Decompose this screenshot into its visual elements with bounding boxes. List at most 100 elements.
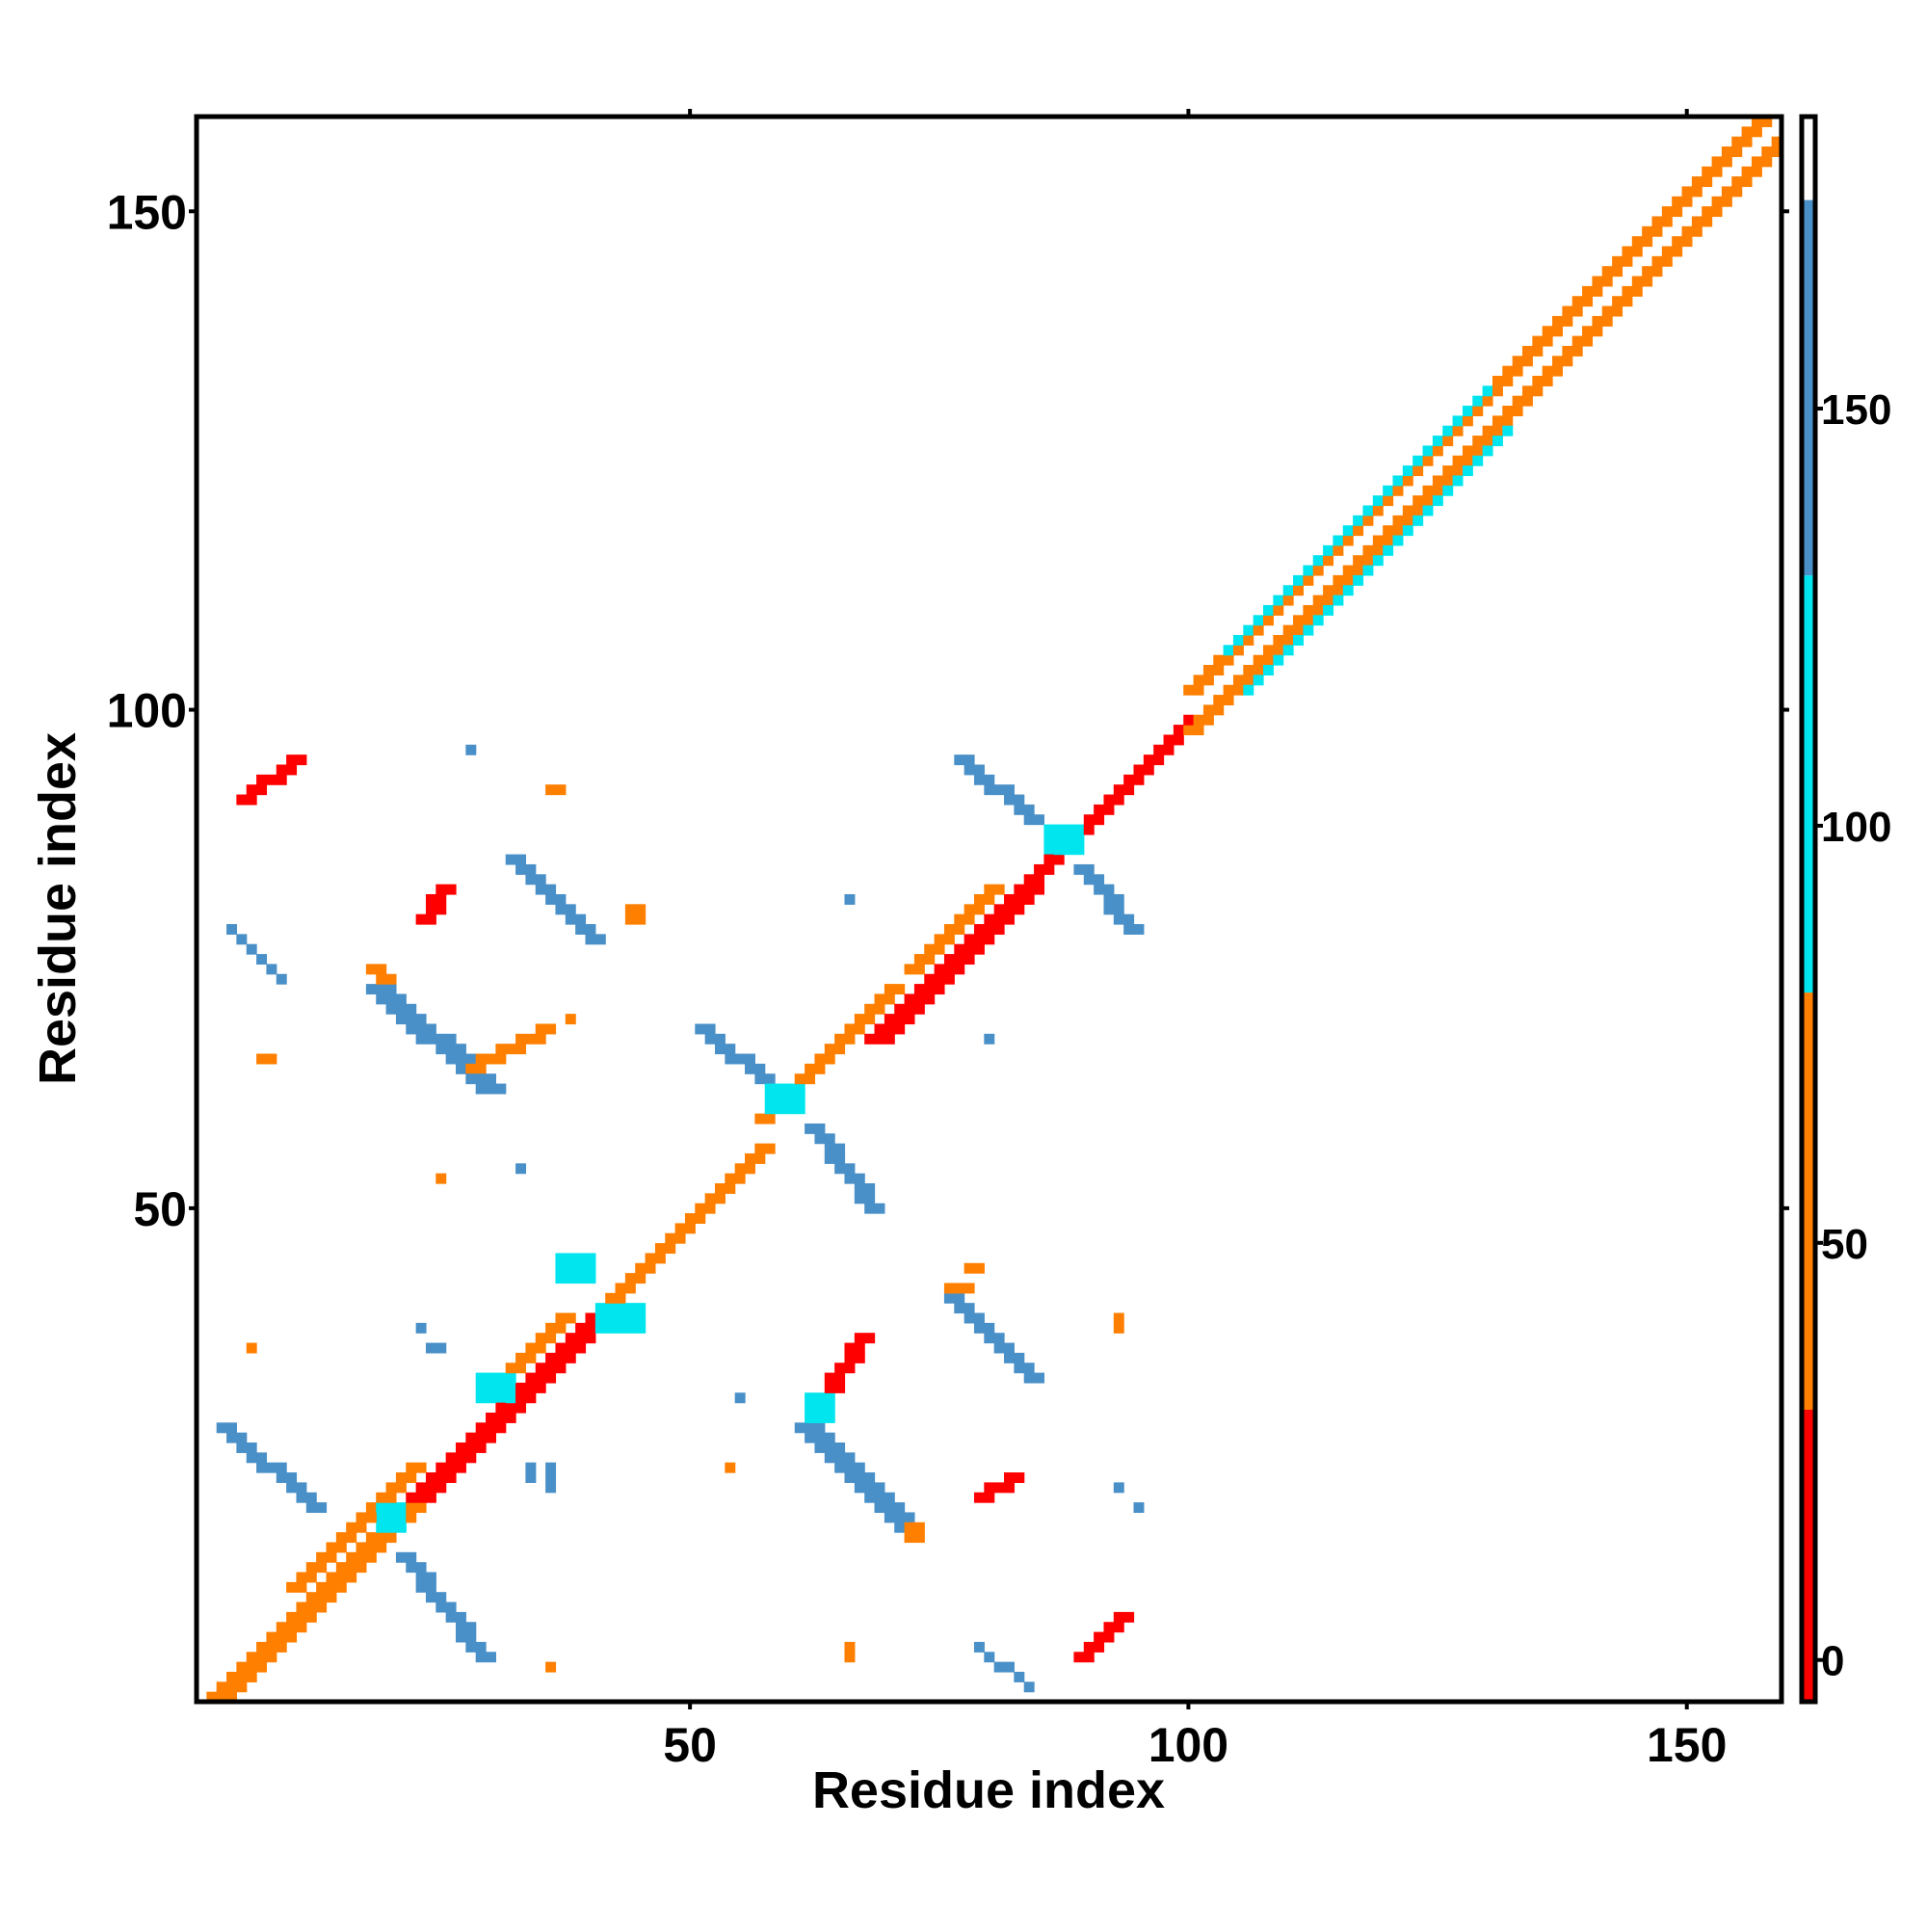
heatmap-cell xyxy=(1293,585,1304,596)
heatmap-cell xyxy=(1672,236,1683,248)
heatmap-cell xyxy=(1073,1652,1085,1663)
heatmap-cell xyxy=(455,1053,466,1065)
heatmap-cell xyxy=(993,913,1005,925)
heatmap-cell xyxy=(1073,863,1085,875)
heatmap-cell xyxy=(1023,1681,1035,1693)
x-axis-title: Residue index xyxy=(812,1761,1165,1819)
heatmap-cell xyxy=(486,1073,496,1085)
heatmap-cell xyxy=(1282,585,1294,596)
heatmap-cell xyxy=(1163,734,1175,746)
heatmap-cell xyxy=(864,1183,876,1194)
heatmap-cell xyxy=(1034,814,1045,826)
heatmap-cell xyxy=(1103,804,1115,815)
heatmap-cell xyxy=(515,1363,527,1374)
heatmap-cell xyxy=(635,1312,647,1324)
heatmap-cell xyxy=(1253,624,1264,636)
heatmap-cell xyxy=(246,784,257,796)
heatmap-cell xyxy=(993,904,1005,915)
heatmap-cell xyxy=(1412,505,1424,516)
heatmap-cell xyxy=(973,943,985,955)
heatmap-cell xyxy=(635,913,647,925)
heatmap-cell xyxy=(406,1462,417,1473)
heatmap-cell xyxy=(515,1033,527,1045)
heatmap-cell xyxy=(1482,395,1493,407)
heatmap-cell xyxy=(1592,276,1603,287)
heatmap-cell xyxy=(1263,665,1274,675)
heatmap-cell xyxy=(1223,645,1234,656)
heatmap-cell xyxy=(754,1113,766,1125)
heatmap-cell xyxy=(1432,485,1443,496)
heatmap-cell xyxy=(1372,495,1384,507)
heatmap-cell xyxy=(1612,305,1623,317)
heatmap-cell xyxy=(1472,455,1484,466)
heatmap-cell xyxy=(934,984,945,995)
heatmap-cell xyxy=(943,1292,955,1304)
heatmap-cell xyxy=(984,1482,995,1494)
heatmap-cell xyxy=(1004,913,1015,925)
heatmap-cell xyxy=(1702,206,1713,218)
heatmap-cell xyxy=(1014,1671,1025,1682)
heatmap-cell xyxy=(645,1253,656,1264)
heatmap-cell xyxy=(425,1472,436,1483)
heatmap-cell xyxy=(425,1572,436,1583)
heatmap-cell xyxy=(725,1044,736,1055)
heatmap-cell xyxy=(276,1472,287,1483)
heatmap-cell xyxy=(993,924,1005,935)
heatmap-cell xyxy=(515,854,527,865)
heatmap-cell xyxy=(615,1312,626,1324)
x-tick-label: 100 xyxy=(1148,1718,1228,1772)
heatmap-cell xyxy=(365,1512,377,1523)
colorbar-band xyxy=(1802,117,1815,200)
colorbar-band xyxy=(1802,1409,1815,1702)
heatmap-cell xyxy=(973,934,985,945)
heatmap-cell xyxy=(236,1671,248,1682)
heatmap-cell xyxy=(1571,296,1583,307)
heatmap-cell xyxy=(834,1163,846,1175)
heatmap-cell xyxy=(894,1003,906,1015)
heatmap-cell xyxy=(884,1502,895,1514)
heatmap-cell xyxy=(1402,505,1413,516)
heatmap-cell xyxy=(1282,595,1294,606)
heatmap-cell xyxy=(964,934,975,945)
heatmap-cell xyxy=(1412,495,1424,507)
heatmap-cell xyxy=(1243,665,1254,675)
heatmap-cell xyxy=(1113,1622,1124,1633)
heatmap-cell xyxy=(605,1312,617,1324)
heatmap-cell xyxy=(356,1542,367,1553)
heatmap-cell xyxy=(784,1083,796,1095)
heatmap-cell xyxy=(1323,544,1334,556)
heatmap-cell xyxy=(635,1273,647,1284)
heatmap-cell xyxy=(954,943,965,955)
heatmap-cell xyxy=(1034,1372,1045,1384)
heatmap-cell xyxy=(1432,495,1443,507)
heatmap-cell xyxy=(594,934,606,945)
heatmap-cell xyxy=(854,1462,865,1473)
heatmap-cell xyxy=(425,913,436,925)
heatmap-cell xyxy=(246,1661,257,1673)
heatmap-cell xyxy=(525,1382,537,1393)
heatmap-cell xyxy=(1282,624,1294,636)
heatmap-cell xyxy=(1043,824,1055,835)
heatmap-cell xyxy=(545,884,557,895)
heatmap-cell xyxy=(385,993,397,1005)
heatmap-cell xyxy=(305,1601,317,1613)
heatmap-cell xyxy=(1213,695,1225,706)
heatmap-cell xyxy=(565,1014,576,1025)
heatmap-cell xyxy=(585,1312,596,1324)
heatmap-cell xyxy=(1273,604,1284,616)
heatmap-cell xyxy=(884,1023,895,1035)
heatmap-cell xyxy=(964,1283,975,1294)
heatmap-cell xyxy=(1153,744,1165,755)
heatmap-cell xyxy=(1491,415,1503,427)
heatmap-cell xyxy=(1472,395,1484,407)
heatmap-cell xyxy=(894,1014,906,1025)
heatmap-cell xyxy=(844,1163,856,1175)
heatmap-cell xyxy=(575,924,587,935)
heatmap-cell xyxy=(1372,535,1384,546)
heatmap-cell xyxy=(1133,1502,1145,1514)
heatmap-cell xyxy=(1103,794,1115,806)
heatmap-cell xyxy=(874,1033,885,1045)
heatmap-cell xyxy=(495,1382,507,1393)
heatmap-cell xyxy=(1202,714,1214,726)
